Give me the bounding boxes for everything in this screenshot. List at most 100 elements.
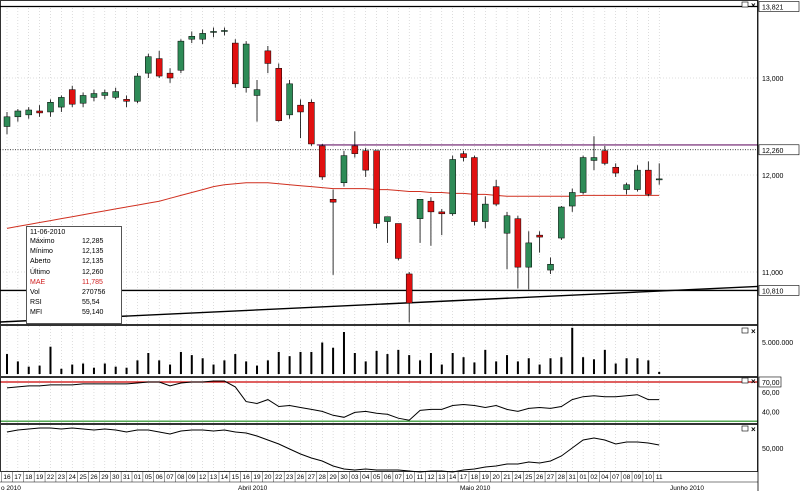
date-tick-label: 20 xyxy=(264,474,272,481)
date-tick-label: 06 xyxy=(156,474,164,481)
volume-bar xyxy=(190,355,193,374)
volume-bar xyxy=(169,364,172,374)
candle-body xyxy=(101,92,109,96)
volume-bar xyxy=(397,349,400,374)
volume-bar xyxy=(245,361,248,374)
candle-body xyxy=(558,206,565,239)
volume-bar xyxy=(451,353,454,374)
candle xyxy=(242,41,250,93)
date-tick-label: 28 xyxy=(558,474,566,481)
date-tick-label: 29 xyxy=(329,474,337,481)
panel-close-icon: × xyxy=(751,425,756,434)
candle-body xyxy=(329,199,337,203)
candle-body xyxy=(318,145,326,178)
volume-bar xyxy=(136,360,139,374)
candle xyxy=(25,107,32,119)
volume-bar xyxy=(658,371,661,374)
price-tick-label: 13,000 xyxy=(762,76,784,83)
date-tick-label: 01 xyxy=(134,474,142,481)
candle xyxy=(329,189,337,275)
info-row: Vol 270756 xyxy=(27,288,121,298)
candle xyxy=(362,147,369,177)
info-row-label: RSI xyxy=(30,299,42,307)
info-row-label: MFI xyxy=(30,309,43,317)
candle-body xyxy=(645,169,652,195)
panel-close-icon: × xyxy=(751,1,756,10)
candle xyxy=(514,215,522,289)
date-tick-label: 14 xyxy=(449,474,457,481)
month-label: Maio 2010 xyxy=(460,485,491,491)
candle-body xyxy=(58,97,65,108)
candle-body xyxy=(547,263,554,271)
date-tick-label: 08 xyxy=(177,474,185,481)
date-tick-label: 12 xyxy=(199,474,207,481)
date-tick-label: 04 xyxy=(362,474,370,481)
info-row-label: Vol xyxy=(30,288,40,296)
candle xyxy=(286,79,293,119)
date-tick-label: 17 xyxy=(460,474,468,481)
candle-body xyxy=(503,215,511,234)
date-tick-label: 23 xyxy=(286,474,294,481)
price-panel[interactable]: 13,000 12,000 11,000 13,821 12,260 10,810 xyxy=(0,1,800,323)
info-row-label: Aberto xyxy=(30,258,51,266)
date-tick-label: 02 xyxy=(590,474,598,481)
date-tick-label: 01 xyxy=(579,474,587,481)
candle-body xyxy=(373,150,380,224)
month-label: o 2010 xyxy=(1,485,21,491)
candle-body xyxy=(264,50,272,64)
volume-bar xyxy=(429,353,432,374)
date-tick-label: 28 xyxy=(319,474,327,481)
candle xyxy=(90,89,98,102)
rsi-panel[interactable]: 70,00 60,00 40,00 xyxy=(0,376,782,422)
candle xyxy=(449,155,456,216)
volume-bar xyxy=(560,357,563,374)
candle-body xyxy=(145,56,152,74)
candle-body xyxy=(525,242,533,268)
candle xyxy=(79,92,87,108)
date-tick-label: 29 xyxy=(101,474,109,481)
candle xyxy=(297,99,304,139)
candle-body xyxy=(427,200,435,213)
volume-panel[interactable]: 5.000.000 xyxy=(6,327,793,374)
date-tick-label: 08 xyxy=(623,474,631,481)
price-marker-box xyxy=(758,1,800,12)
candle-body xyxy=(68,89,76,105)
candle xyxy=(3,111,11,135)
date-tick-label: 25 xyxy=(525,474,533,481)
volume-bar xyxy=(125,367,128,374)
date-tick-label: 13 xyxy=(438,474,446,481)
candle-body xyxy=(340,155,348,184)
info-row-label: Máximo xyxy=(30,238,55,245)
candle-body xyxy=(25,109,32,116)
candle xyxy=(395,223,402,261)
panel-expand-icon xyxy=(741,425,749,432)
info-row-label: Último xyxy=(30,268,50,276)
volume-bar xyxy=(299,351,302,374)
panel-close-icon: × xyxy=(751,377,756,386)
date-tick-label: 14 xyxy=(221,474,229,481)
candle xyxy=(177,39,185,74)
volume-bar xyxy=(603,349,606,374)
candle xyxy=(558,206,565,240)
candle xyxy=(579,155,587,195)
candle-body xyxy=(188,36,196,40)
date-axis: 16 17 18 19 22 23 24 25 26 29 30 31 01 05 06 07 08 09 12 13… xyxy=(0,472,758,491)
volume-bar xyxy=(614,363,617,374)
candle-body xyxy=(232,42,239,85)
date-tick-label: 13 xyxy=(210,474,218,481)
volume-bar xyxy=(310,351,313,374)
candle-body xyxy=(90,93,98,98)
price-marker-box xyxy=(758,144,800,156)
date-tick-label: 03 xyxy=(351,474,359,481)
panel-frame xyxy=(0,424,758,472)
mfi-panel[interactable]: 50,000 xyxy=(6,427,784,473)
volume-bar xyxy=(353,353,356,374)
candle xyxy=(482,196,489,229)
volume-bar xyxy=(114,366,117,374)
candle xyxy=(232,39,239,88)
candle xyxy=(145,53,152,78)
volume-bar xyxy=(419,360,422,374)
volume-bar xyxy=(495,361,498,374)
candle xyxy=(384,216,391,243)
